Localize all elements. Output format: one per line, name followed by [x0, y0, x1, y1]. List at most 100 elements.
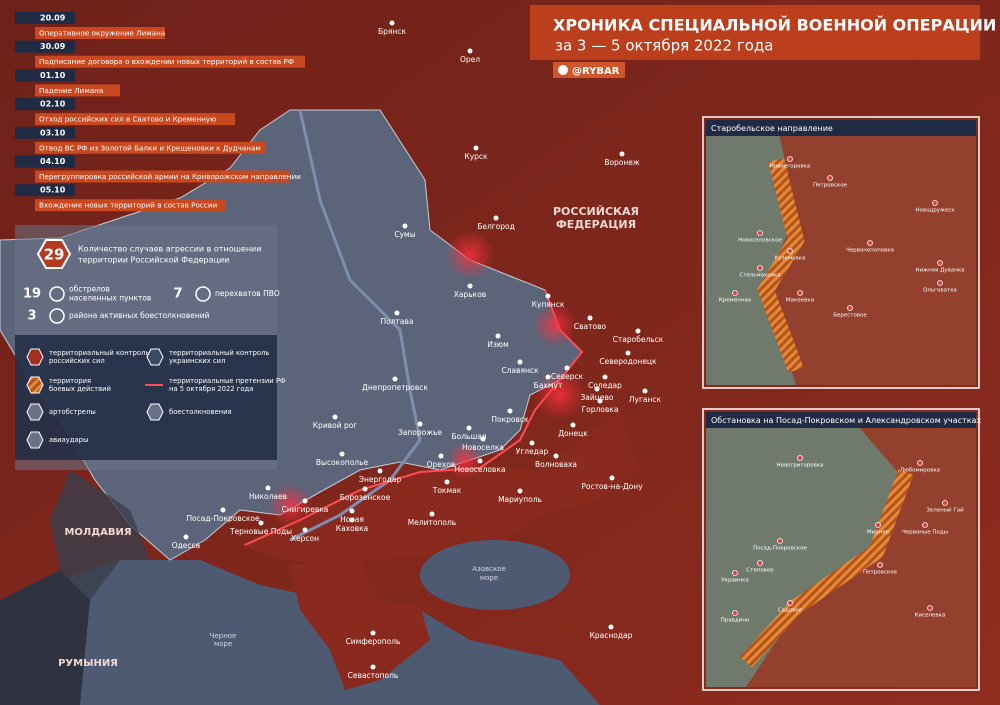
city-label: Херсон — [291, 534, 319, 543]
city-label: Кривой рог — [313, 421, 358, 430]
insets: Старобельское направление Новоегоровка Пет… — [702, 116, 981, 691]
stats-icon — [49, 286, 65, 302]
channel: @RYBAR — [572, 66, 620, 77]
region-label: МОЛДАВИЯ — [64, 527, 131, 538]
inset-label: Украинка — [721, 578, 748, 584]
stats-total-label: территории Российской Федерации — [78, 256, 229, 265]
city-dot — [466, 425, 472, 431]
city-dot — [594, 386, 600, 392]
inset-dot — [937, 260, 943, 266]
timeline-date: 05.10 — [40, 186, 66, 195]
city-dot — [570, 422, 576, 428]
region-label: море — [214, 640, 232, 648]
timeline-event-bar — [35, 113, 235, 126]
inset-dot — [827, 175, 833, 181]
stats-label: района активных боестолкновений — [69, 311, 210, 320]
city-dot — [377, 468, 383, 474]
inset-label: Петровское — [863, 570, 898, 576]
city-label: Угледар — [516, 447, 549, 456]
city-label: Северск — [551, 372, 584, 381]
city-label: Славянск — [501, 366, 539, 375]
city-dot — [220, 507, 226, 513]
stats-icon — [195, 286, 211, 302]
inset-dot — [777, 538, 783, 544]
legend-swatch — [26, 376, 44, 394]
city-label: Брянск — [378, 27, 406, 36]
city-label: Высокополье — [316, 458, 369, 467]
inset-dot — [732, 570, 738, 576]
city-label: Зайцево — [580, 393, 613, 402]
city-label: Новоселовка — [455, 465, 506, 474]
city-dot — [597, 398, 603, 404]
inset-label: Берестовое — [833, 313, 867, 319]
header-box — [530, 5, 980, 60]
hotspot — [535, 370, 585, 420]
city-label: Старобельск — [613, 335, 664, 344]
city-dot — [362, 486, 368, 492]
legend-swatch — [26, 348, 44, 366]
city-dot — [429, 511, 435, 517]
city-dot — [493, 215, 499, 221]
city-label: Ростов-на-Дону — [581, 482, 643, 491]
city-label: Краснодар — [590, 631, 633, 640]
timeline-date: 01.10 — [40, 71, 66, 80]
inset-label: Степовое — [746, 568, 774, 574]
city-dot — [444, 479, 450, 485]
inset-label: Червонопоповка — [846, 248, 894, 254]
timeline-date: 04.10 — [40, 157, 66, 166]
channel-badge — [553, 62, 625, 78]
city-label: Каховка — [336, 524, 369, 533]
city-dot — [609, 475, 615, 481]
inset-label: Кременная — [719, 298, 751, 304]
city-dot — [529, 440, 535, 446]
stats-label: перехватов ПВО — [215, 289, 280, 298]
inset-label: Петровское — [813, 183, 848, 189]
inset-dot — [732, 290, 738, 296]
city-label: Борозенское — [340, 493, 391, 502]
russian-controlled-territory — [240, 410, 640, 565]
hotspot — [447, 442, 483, 478]
subtitle: за 3 — 5 октября 2022 года — [555, 37, 773, 55]
timeline-event: Подписание договора о вхождении новых те… — [39, 57, 294, 66]
inset-dot — [922, 522, 928, 528]
inset-dot — [757, 560, 763, 566]
timeline-date-bar — [15, 69, 75, 82]
city-dot — [553, 453, 559, 459]
city-label: Снигиревка — [282, 505, 329, 514]
stats-value: 3 — [27, 309, 36, 324]
moldova — [50, 470, 150, 600]
river — [289, 109, 422, 542]
city-dot — [302, 527, 308, 533]
inset-label: Правдино — [721, 618, 750, 624]
city-dot — [402, 223, 408, 229]
inset-russian-area — [766, 120, 976, 385]
inset-label: Куземовка — [775, 256, 806, 262]
city-dot — [370, 664, 376, 670]
city-dot — [587, 315, 593, 321]
legend-label: территориальные претензии РФ — [169, 377, 286, 385]
city-label: Новоселка — [462, 443, 504, 452]
city-label: Горловка — [582, 405, 619, 414]
city-label: Энергодар — [359, 475, 402, 484]
city-dot — [349, 508, 355, 514]
city-dot — [332, 414, 338, 420]
inset-dot — [867, 240, 873, 246]
inset-frame — [702, 408, 980, 691]
timeline-date: 03.10 — [40, 128, 66, 137]
timeline-event-bar — [35, 27, 165, 39]
inset-label: Новоселовское — [738, 238, 782, 244]
city-label: Сватово — [574, 322, 607, 331]
city-dot — [473, 145, 479, 151]
city-dot — [438, 453, 444, 459]
city-dot — [545, 374, 551, 380]
city-label: Орехов — [427, 460, 456, 469]
city-label: Донецк — [558, 429, 588, 438]
city-dot — [467, 48, 473, 54]
hotspot — [445, 230, 495, 280]
region-label: РОССИЙСКАЯ — [553, 205, 639, 218]
city-dot — [370, 630, 376, 636]
timeline-event-bar — [35, 141, 265, 154]
stats-icon — [49, 308, 65, 324]
timeline-date-bar — [15, 98, 75, 111]
inset-dot — [937, 280, 943, 286]
